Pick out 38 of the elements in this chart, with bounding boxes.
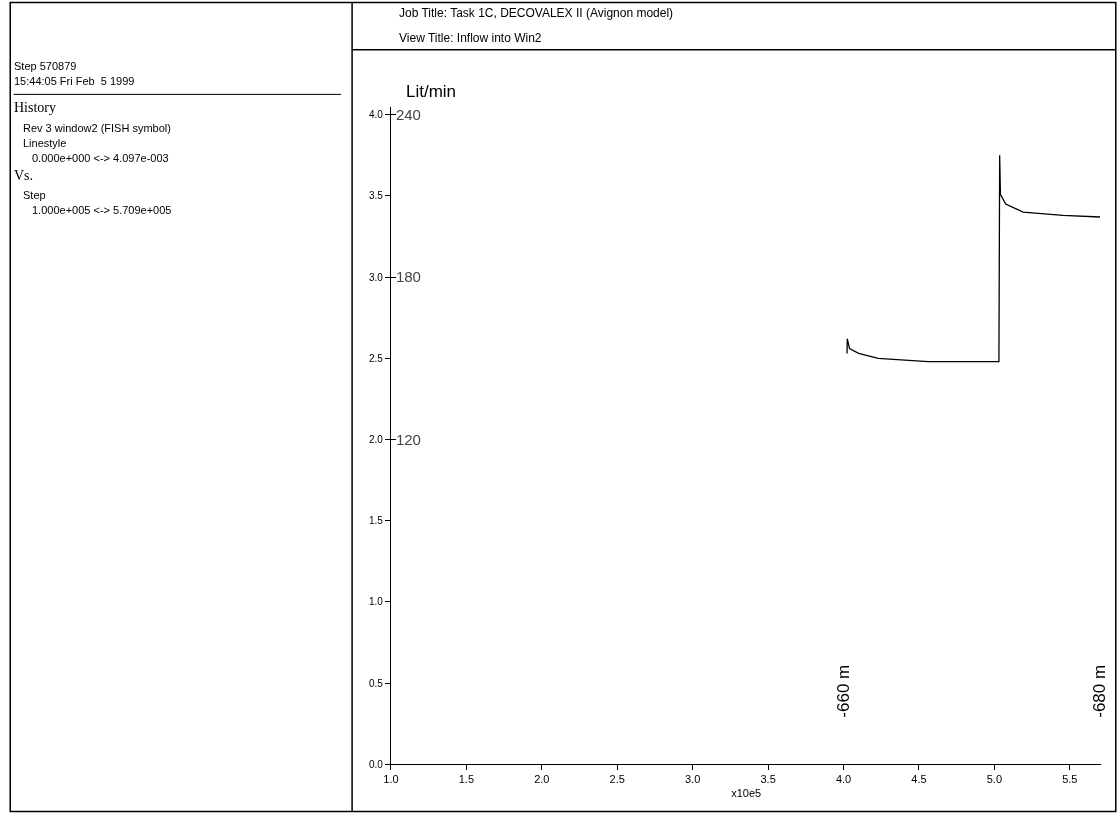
chart-subtitle: View Title: Inflow into Win2 xyxy=(399,31,542,45)
text: History xyxy=(14,100,56,115)
y-tick-label: 0.0 xyxy=(369,758,384,770)
text: Rev 3 window2 (FISH symbol) xyxy=(23,122,171,134)
x-tick-label: 3.5 xyxy=(760,773,776,786)
line-series xyxy=(846,154,1101,363)
text: 0.000e+000 <-> 4.097e-003 xyxy=(32,152,169,164)
x-tick-label: 2.0 xyxy=(534,773,550,786)
text: Linestyle xyxy=(23,137,67,149)
annotation: -680 m xyxy=(1090,664,1110,718)
text: Vs. xyxy=(14,168,34,183)
x-tick-label: 4.5 xyxy=(911,773,927,786)
y-tick-label: 2.0 xyxy=(369,433,384,445)
y2-axis-title: Lit/min xyxy=(406,82,457,101)
x-tick-label: 4.0 xyxy=(835,773,852,786)
annotation: -660 m xyxy=(834,664,854,718)
y-tick-label: 3.5 xyxy=(369,190,384,202)
x-tick-label: 5.5 xyxy=(1062,773,1078,786)
text: 15:44:05 Fri Feb 5 1999 xyxy=(14,75,135,87)
y-tick-label: 1.5 xyxy=(369,515,384,527)
x-tick-label: 1.0 xyxy=(383,773,399,786)
y2-tick-label: 120 xyxy=(395,430,421,448)
chart-title: Job Title: Task 1C, DECOVALEX II (Avignon model) xyxy=(399,6,674,20)
x-tick-label: 3.0 xyxy=(685,773,701,786)
text: Step xyxy=(23,189,46,201)
text: Step 570879 xyxy=(14,60,77,72)
y-tick-label: 0.5 xyxy=(369,677,384,689)
y2-tick-label: 240 xyxy=(395,105,421,123)
y-tick-label: 3.0 xyxy=(369,271,384,283)
x-axis-title: x10e5 xyxy=(731,786,762,799)
x-tick-label: 1.5 xyxy=(458,773,475,786)
y-tick-label: 4.0 xyxy=(369,109,384,121)
y-tick-label: 1.0 xyxy=(369,596,384,608)
x-tick-label: 5.0 xyxy=(986,773,1003,786)
x-tick-label: 2.5 xyxy=(609,773,625,786)
y2-tick-label: 180 xyxy=(395,268,421,286)
text: 1.000e+005 <-> 5.709e+005 xyxy=(32,204,172,216)
y-tick-label: 2.5 xyxy=(369,352,384,364)
